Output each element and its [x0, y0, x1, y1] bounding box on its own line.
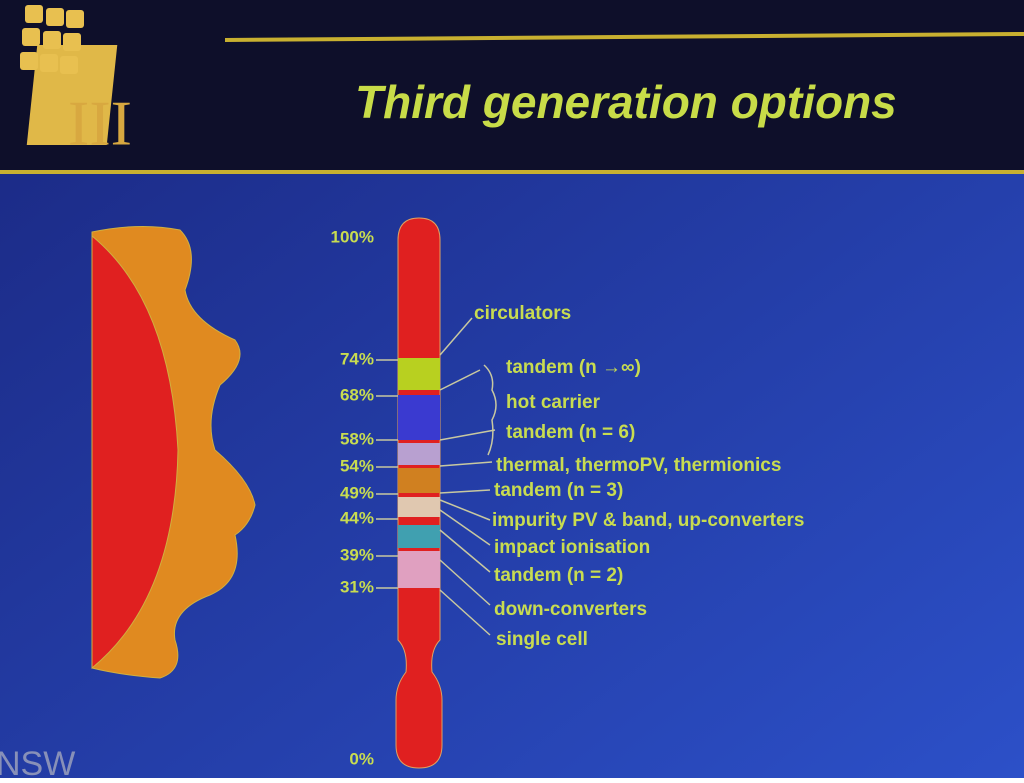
scale-labels: 100% 74% 68% 58% 54% 49% 44% 39% 31% 0% — [331, 227, 374, 768]
title: Third generation options — [355, 76, 897, 128]
footer-text: NSW — [0, 745, 75, 778]
option-label: single cell — [496, 629, 588, 650]
scale-label: 58% — [340, 429, 374, 448]
scale-label: 68% — [340, 385, 374, 404]
option-label: impact ionisation — [494, 537, 650, 558]
logo: III — [20, 5, 132, 159]
header-rule — [224, 32, 1024, 42]
thermometer — [395, 217, 443, 769]
option-label: down-converters — [494, 599, 647, 620]
option-label: tandem (n = 2) — [494, 565, 623, 586]
scale-label: 0% — [349, 749, 374, 768]
option-label: thermal, thermoPV, thermionics — [496, 455, 781, 476]
connectors — [376, 317, 497, 636]
option-label: hot carrier — [506, 392, 601, 413]
scale-label: 39% — [340, 545, 374, 564]
option-label: tandem (n = 6) — [506, 422, 635, 443]
scale-label: 31% — [340, 577, 374, 596]
option-label: tandem (n →∞) — [506, 357, 641, 378]
option-label: circulators — [474, 303, 571, 324]
option-labels: circulators tandem (n →∞) hot carrier tande… — [474, 303, 805, 650]
scale-label: 100% — [331, 227, 374, 246]
option-label: tandem (n = 3) — [494, 480, 623, 501]
scale-label: 49% — [340, 483, 374, 502]
spectrum-shape — [91, 225, 256, 679]
scale-label: 54% — [340, 456, 374, 475]
header-band — [0, 0, 1024, 172]
option-label: impurity PV & band, up-converters — [492, 510, 805, 531]
logo-text: III — [68, 88, 132, 159]
scale-label: 74% — [340, 349, 374, 368]
scale-label: 44% — [340, 508, 374, 527]
